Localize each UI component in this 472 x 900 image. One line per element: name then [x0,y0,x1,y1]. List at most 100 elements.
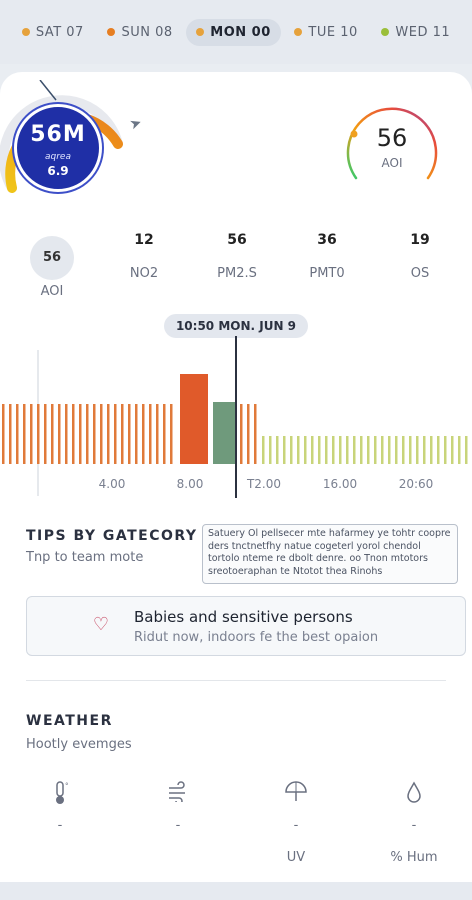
timeline-hour-bar[interactable] [135,404,138,464]
timeline-hour-bar[interactable] [100,404,103,464]
pollutant-no2[interactable]: 12 NO2 [109,232,179,281]
tips-title: TIPS BY GATECORY [26,528,198,544]
timeline-hour-bar[interactable] [318,436,321,464]
aqi-badge [14,104,102,192]
timeline-hour-bar[interactable] [142,404,145,464]
timeline-hour-bar[interactable] [269,436,272,464]
timeline-hour-bar[interactable] [325,436,328,464]
timeline-hour-bar[interactable] [276,436,279,464]
weather-subtitle: Hootly evemges [26,737,132,752]
timeline-hour-bar[interactable] [65,404,68,464]
pollutant-value: 19 [410,232,430,248]
timeline-hour-bar[interactable] [283,436,286,464]
timeline-hour-bar[interactable] [128,404,131,464]
thermometer-icon: ° [30,780,90,808]
day-label: SAT 07 [35,24,84,40]
timeline-hour-bar[interactable] [381,436,384,464]
weather-title: WEATHER [26,713,113,729]
timeline-hour-bar[interactable] [30,404,33,464]
day-tab-tue[interactable]: TUE 10 [284,19,367,46]
timeline-hour-bar[interactable] [290,436,293,464]
recommendation-description: Ridut now, indoors fe the best opaion [134,630,379,645]
timeline-hour-bar[interactable] [149,404,152,464]
weather-uv: - UV [266,780,326,868]
timeline-hour-bar[interactable] [254,404,257,464]
tips-subtitle: Tnp to team mote [26,550,144,565]
timeline-hour-bar[interactable] [170,404,173,464]
timeline-hour-bar[interactable] [156,404,159,464]
timeline-hour-bar[interactable] [44,404,47,464]
timeline-hour-bar[interactable] [297,436,300,464]
timeline-hour-bar[interactable] [304,436,307,464]
timeline-hour-bar[interactable] [416,436,419,464]
timeline-hour-bar[interactable] [430,436,433,464]
weather-wind: - [148,780,208,868]
timeline-hour-bar[interactable] [353,436,356,464]
pollutant-pm10[interactable]: 36 PMT0 [292,232,362,281]
aqi-label: AOI [381,156,403,170]
timeline-hour-bar[interactable] [339,436,342,464]
timeline-hour-bar[interactable] [444,436,447,464]
hourly-aqi-timeline[interactable]: 4.00 8.00 T2.00 16.00 20:60 [0,336,472,502]
timeline-hour-bar[interactable] [79,404,82,464]
pollutant-o3[interactable]: 19 OS [385,232,455,281]
timeline-hour-bar[interactable] [86,404,89,464]
day-tab-sun[interactable]: SUN 08 [97,19,182,46]
timeline-hour-bar[interactable] [247,404,250,464]
timeline-hour-bar[interactable] [437,436,440,464]
timeline-hour-bar[interactable] [121,404,124,464]
timeline-hour-bar[interactable] [388,436,391,464]
timeline-hour-bar[interactable] [465,436,468,464]
pollutant-pm25[interactable]: 56 PM2.S [202,232,272,281]
timeline-current-bar[interactable] [213,402,235,464]
timeline-hour-bar[interactable] [367,436,370,464]
timeline-hour-bar[interactable] [374,436,377,464]
timeline-hour-bar[interactable] [51,404,54,464]
day-label: MON 00 [210,24,271,40]
timeline-hour-bar[interactable] [107,404,110,464]
timeline-hour-bar[interactable] [58,404,61,464]
timeline-hour-bar[interactable] [402,436,405,464]
timeline-hour-bar[interactable] [423,436,426,464]
weather-label [30,850,90,868]
aqi-dot [381,28,390,36]
recommendation-title: Babies and sensitive persons [134,608,353,626]
aqi-badge-sub2: 6.9 [47,164,69,178]
timeline-hour-bar[interactable] [23,404,26,464]
timeline-tick-label: 16.00 [323,477,357,491]
day-tab-wed[interactable]: WED 11 [371,19,460,46]
aqi-badge-value: 56M [30,122,86,147]
timeline-hour-bar[interactable] [311,436,314,464]
timeline-hour-bar[interactable] [458,436,461,464]
timeline-hour-bar[interactable] [114,404,117,464]
day-tab-mon[interactable]: MON 00 [186,18,281,46]
weather-label: UV [286,850,306,865]
timeline-hour-bar[interactable] [163,404,166,464]
timeline-hour-bar[interactable] [16,404,19,464]
weather-temperature: ° - [30,780,90,868]
timeline-hour-bar[interactable] [360,436,363,464]
timeline-hour-bar[interactable] [409,436,412,464]
timeline-hour-bar[interactable] [451,436,454,464]
wind-icon [148,780,208,808]
pollutant-value: 36 [317,232,337,248]
recommendation-card[interactable] [26,596,466,656]
weather-value: - [175,818,181,833]
timeline-hour-bar[interactable] [2,404,5,464]
timeline-hour-bar[interactable] [240,404,243,464]
timeline-tick-label: 20:60 [399,477,434,491]
timeline-hour-bar[interactable] [395,436,398,464]
timeline-hour-bar[interactable] [72,404,75,464]
timeline-hour-bar[interactable] [332,436,335,464]
timeline-hour-bar[interactable] [93,404,96,464]
timeline-hour-bar[interactable] [37,404,40,464]
timeline-tick-label: 8.00 [177,477,204,491]
weather-value: - [411,818,417,833]
pollutant-aqi-value[interactable]: 56 [30,236,74,280]
timeline-selected-bar[interactable] [180,374,208,464]
day-tab-sat[interactable]: SAT 07 [12,19,94,46]
umbrella-icon [266,780,326,808]
timeline-hour-bar[interactable] [9,404,12,464]
timeline-hour-bar[interactable] [262,436,265,464]
timeline-hour-bar[interactable] [346,436,349,464]
